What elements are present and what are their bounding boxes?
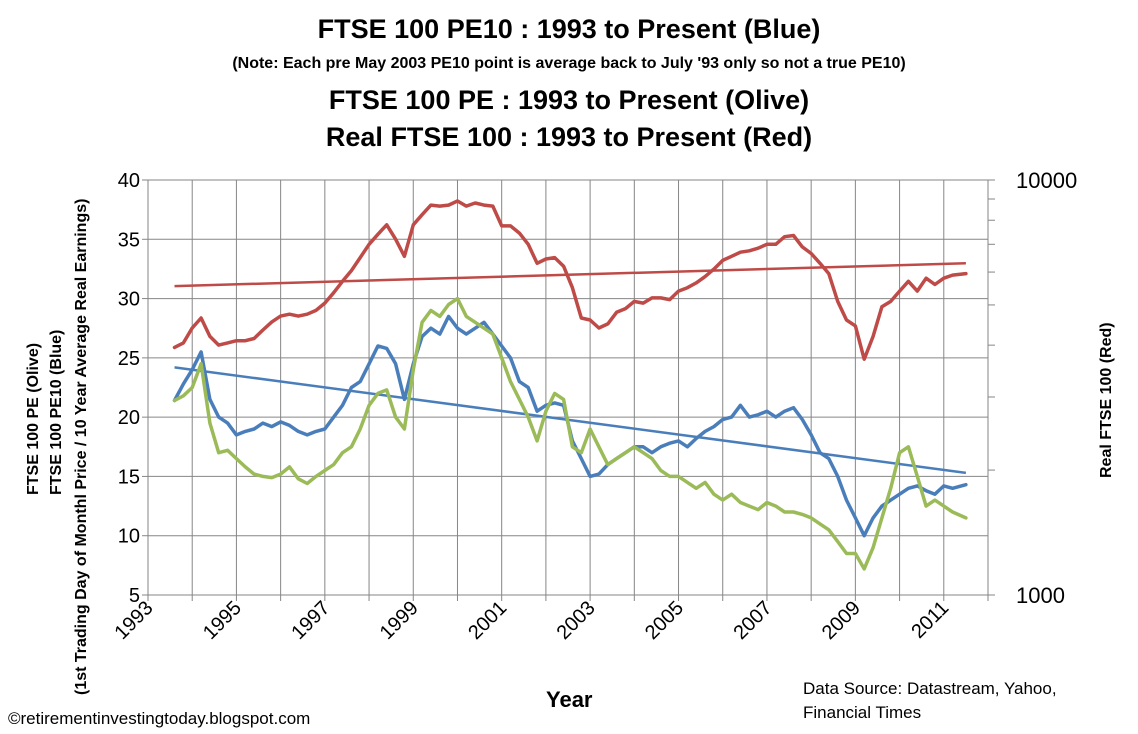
series-line-real-ftse-100 <box>172 199 968 361</box>
y-tick-label: 20 <box>118 407 140 429</box>
copyright: ©retirementinvestingtoday.blogspot.com <box>8 709 311 728</box>
y-tick-label: 25 <box>118 348 140 370</box>
data-source-line-1: Data Source: Datastream, Yahoo, <box>803 679 1057 698</box>
chart-note: (Note: Each pre May 2003 PE10 point is a… <box>232 55 906 72</box>
series-line-ftse-100-pe <box>172 296 968 571</box>
y-tick-label: 10 <box>118 526 140 548</box>
trendline-real-ftse-100-trend <box>174 262 966 288</box>
y2-tick-label: 10000 <box>1016 168 1077 193</box>
x-tick-label: 2003 <box>553 597 600 644</box>
x-tick-label: 2005 <box>641 597 688 644</box>
x-tick-label: 2009 <box>818 597 865 644</box>
x-tick-label: 1999 <box>376 597 423 644</box>
chart-subtitle-pe: FTSE 100 PE : 1993 to Present (Olive) <box>328 85 810 115</box>
y-axis-label-definition: (1st Trading Day of Monthl Price / 10 Ye… <box>73 198 90 695</box>
chart-subtitle-real-ftse: Real FTSE 100 : 1993 to Present (Red) <box>325 122 813 152</box>
y-axis-label-pe: FTSE 100 PE (Olive) <box>25 342 42 495</box>
y-tick-label: 30 <box>118 289 140 311</box>
y-tick-label: 40 <box>118 170 140 192</box>
chart-title: FTSE 100 PE10 : 1993 to Present (Blue) <box>317 14 821 44</box>
x-tick-label: 2007 <box>729 597 776 644</box>
trendline-ftse-100-pe10-trend <box>174 366 967 475</box>
x-tick-label: 2011 <box>907 597 953 643</box>
x-tick-label: 1997 <box>287 597 334 644</box>
data-source-line-2: Financial Times <box>803 703 922 722</box>
y2-axis-label: Real FTSE 100 (Red) <box>1098 322 1115 478</box>
y-tick-label: 5 <box>129 585 140 607</box>
y-tick-label: 15 <box>118 466 140 488</box>
x-tick-label: 1995 <box>199 597 246 644</box>
x-tick-label: 1993 <box>111 597 158 644</box>
y2-tick-label: 1000 <box>1016 583 1065 608</box>
x-tick-label: 2001 <box>464 597 511 644</box>
y-tick-label: 35 <box>118 229 140 251</box>
x-axis-label: Year <box>546 687 593 712</box>
y-axis-label-pe10: FTSE 100 PE10 (Blue) <box>48 329 65 495</box>
